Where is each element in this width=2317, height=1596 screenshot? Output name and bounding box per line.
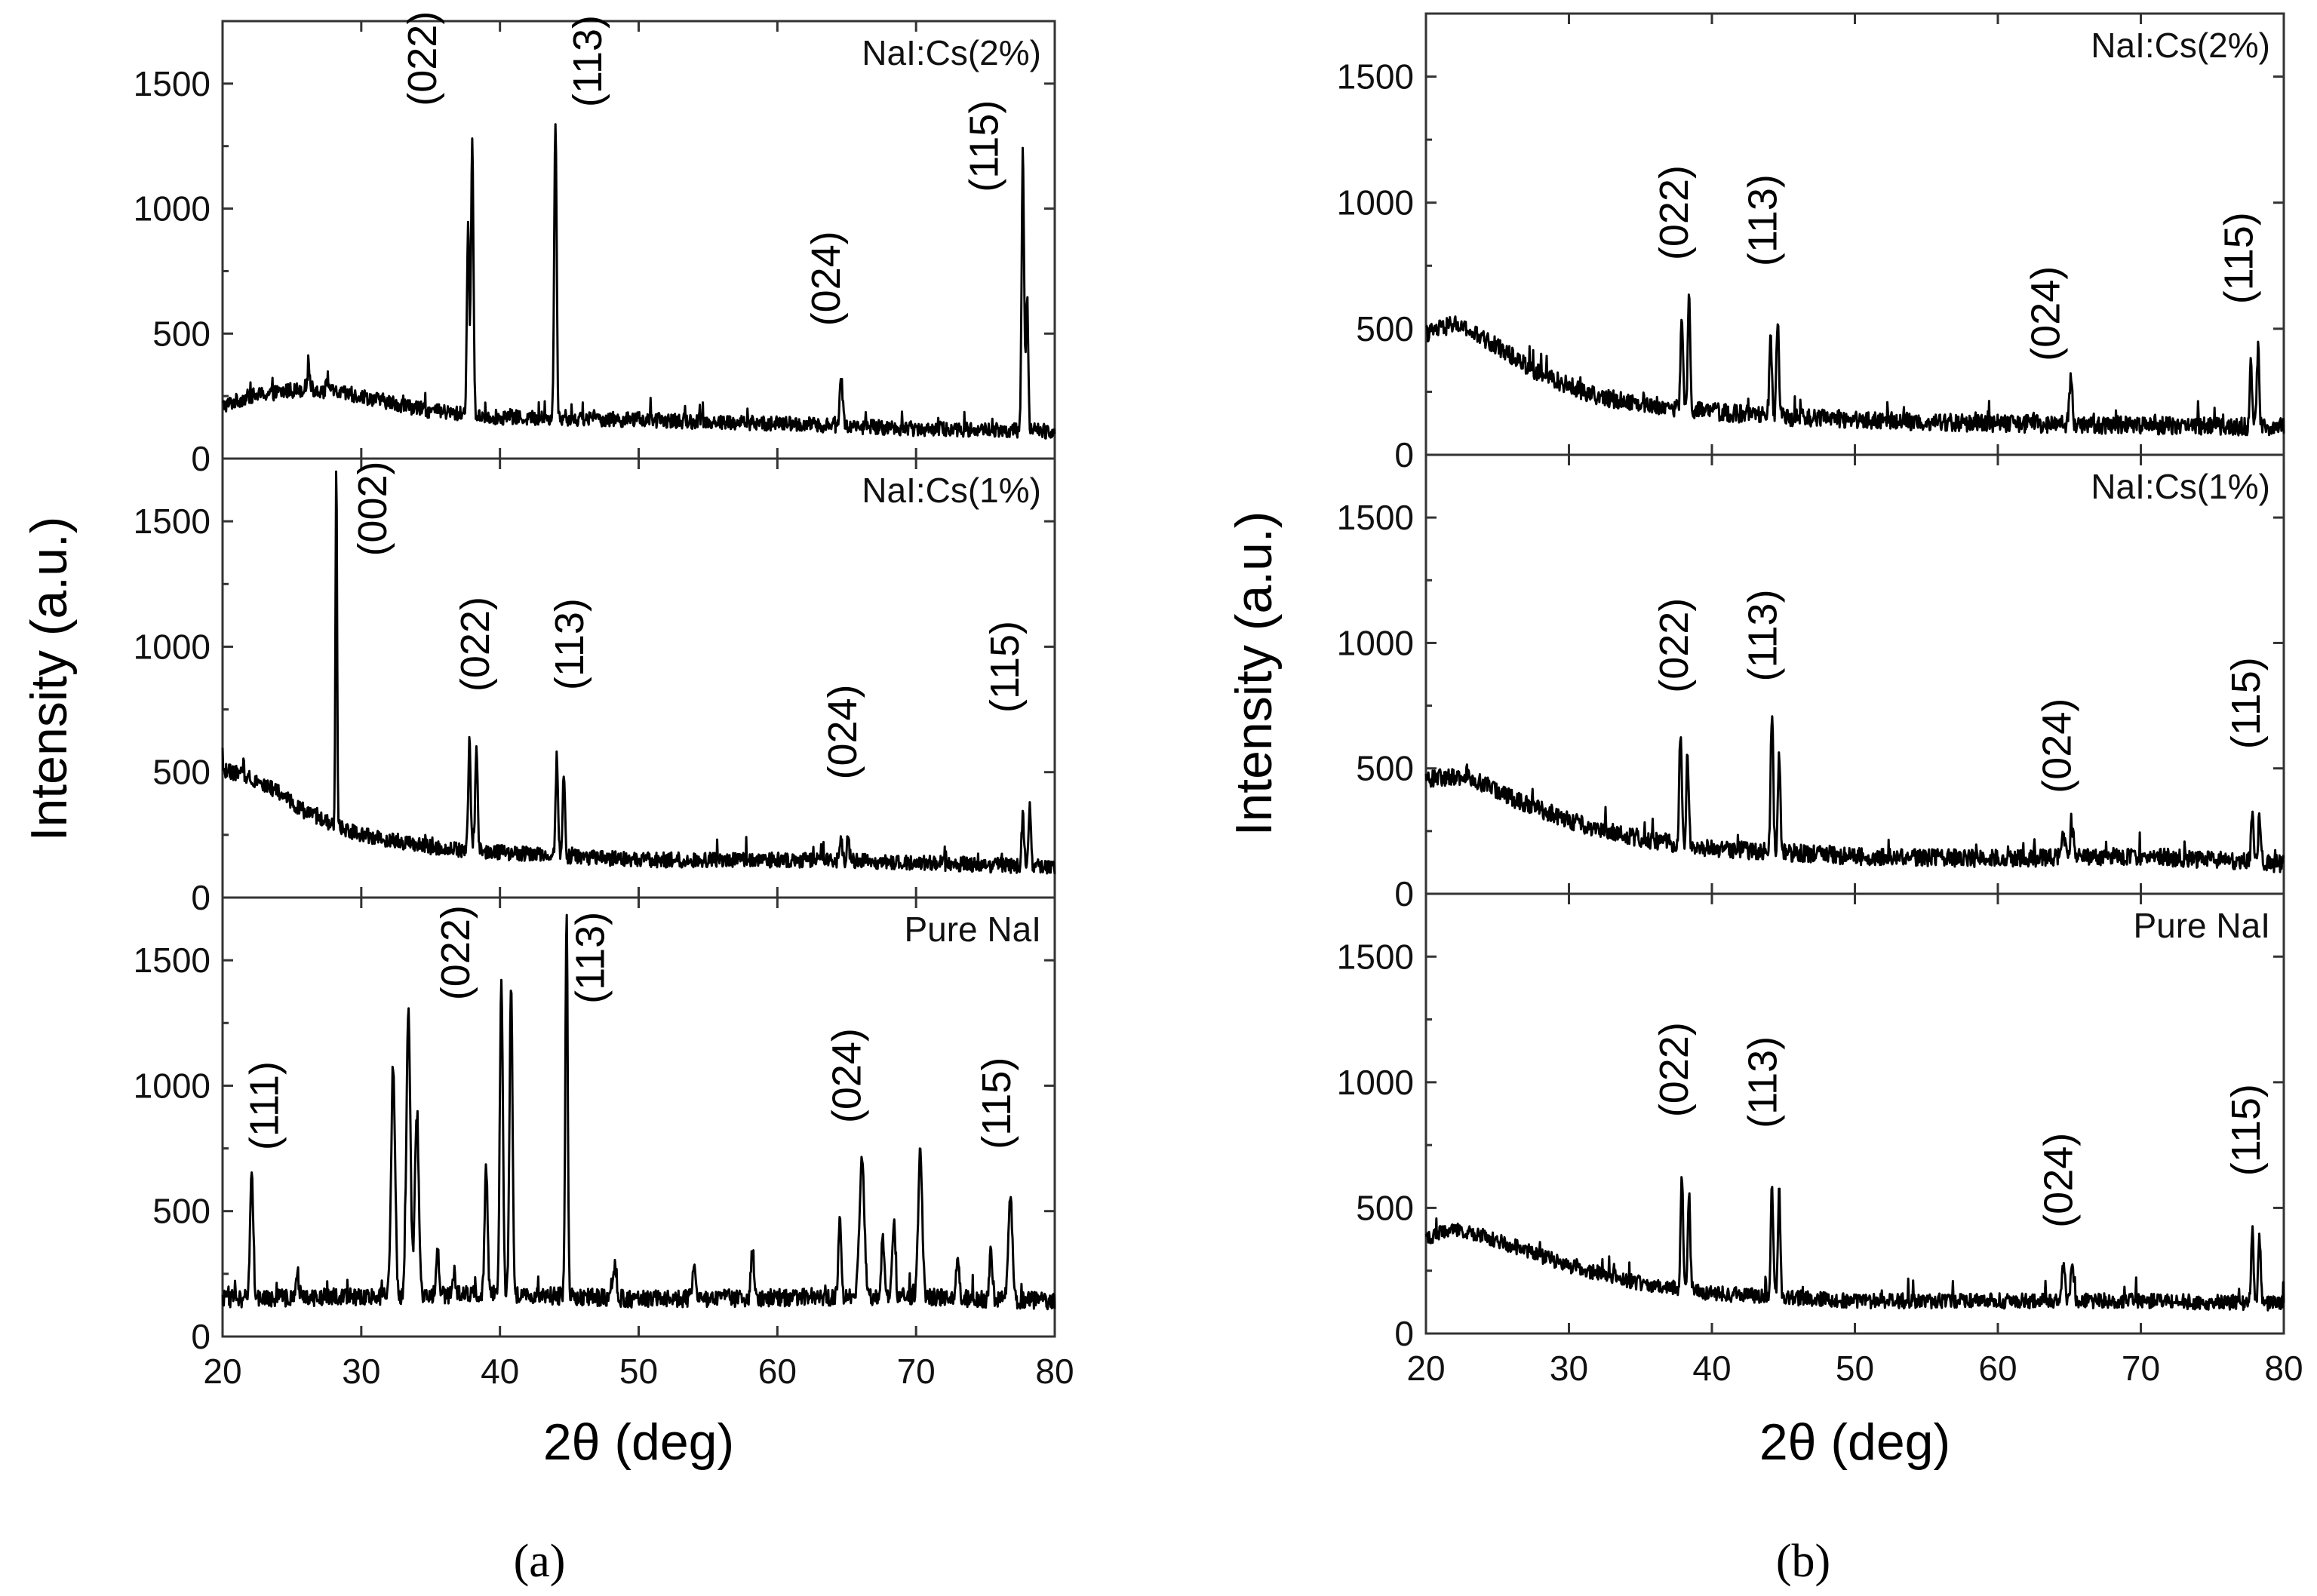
peak-label: (024)	[2023, 266, 2068, 361]
peak-label: (113)	[547, 598, 592, 690]
peak-label: (115)	[2223, 1084, 2269, 1176]
panel-1: 0 500 1000 1500 NaI:Cs(2%) (022) (113) (024) (11…	[134, 11, 1056, 478]
xrd-trace-NaI:Cs(2%)	[221, 123, 1056, 440]
xrd-trace-Pure NaI	[1424, 1176, 2285, 1312]
y-tick-label: 0	[191, 878, 210, 917]
peak-label: (115)	[974, 1057, 1019, 1149]
peak-label: (113)	[565, 15, 610, 107]
x-tick-label: 60	[758, 1352, 797, 1391]
y-axis-title: Intensity (a.u.)	[1225, 511, 1283, 836]
y-tick-label: 500	[152, 1192, 210, 1231]
peak-label: (002)	[350, 461, 395, 556]
y-tick-label: 500	[1356, 1188, 1414, 1227]
peak-label: (113)	[1740, 174, 1785, 266]
plot-frame	[221, 896, 1056, 1338]
y-axis-title: Intensity (a.u.)	[20, 517, 78, 842]
y-tick-label: 1000	[134, 189, 210, 229]
peak-label: (115)	[2223, 657, 2269, 749]
sample-label: Pure NaI	[904, 910, 1041, 949]
x-tick-label: 50	[619, 1352, 658, 1391]
y-tick-label: 0	[191, 1317, 210, 1356]
peak-label: (115)	[962, 100, 1007, 192]
peak-label: (024)	[825, 1028, 870, 1123]
plot-frame	[1424, 453, 2285, 895]
y-tick-label: 500	[152, 753, 210, 792]
y-tick-label: 1000	[134, 627, 210, 666]
x-tick-label: 20	[1406, 1349, 1445, 1388]
x-tick-label: 80	[2264, 1349, 2303, 1388]
peak-label: (024)	[2036, 1133, 2082, 1228]
x-tick-label: 70	[2122, 1349, 2160, 1388]
peak-label: (022)	[453, 597, 498, 692]
y-tick-label: 1000	[134, 1066, 210, 1105]
peak-label: (022)	[400, 11, 445, 106]
panel-2: 0 500 1000 1500 NaI:Cs(1%) (002) (022) (113) (02…	[134, 457, 1056, 917]
peak-label: (022)	[1652, 165, 1697, 260]
x-tick-label: 40	[481, 1352, 519, 1391]
peak-label: (113)	[568, 912, 613, 1004]
peak-label: (024)	[804, 231, 849, 326]
y-tick-label: 500	[1356, 309, 1414, 348]
panel-3: 0 500 1000 1500 Pure NaI (111) (022) (113) (024)…	[134, 896, 1074, 1391]
x-tick-label: 60	[1978, 1349, 2017, 1388]
peak-label: (022)	[1652, 598, 1697, 693]
sample-label: NaI:Cs(2%)	[862, 33, 1041, 72]
plot-frame	[221, 457, 1056, 899]
y-tick-label: 1500	[1337, 937, 1414, 976]
y-tick-label: 1000	[1337, 183, 1414, 223]
peak-label: (111)	[242, 1061, 287, 1150]
y-tick-label: 500	[1356, 749, 1414, 788]
xrd-trace-NaI:Cs(1%)	[1424, 715, 2285, 873]
panel-3: 0 500 1000 1500 Pure NaI (022) (113) (024) (115)…	[1337, 892, 2303, 1388]
panel-1: 0 500 1000 1500 NaI:Cs(2%) (022) (113) (024) (11…	[1337, 12, 2285, 474]
y-tick-label: 1500	[134, 941, 210, 980]
y-tick-label: 0	[191, 439, 210, 478]
xrd-trace-NaI:Cs(1%)	[221, 470, 1056, 875]
xrd-trace-Pure NaI	[221, 913, 1056, 1311]
x-axis-title: 2θ (deg)	[543, 1413, 734, 1471]
x-tick-label: 70	[897, 1352, 936, 1391]
peak-label: (115)	[982, 621, 1028, 713]
y-tick-label: 1500	[1337, 498, 1414, 537]
xrd-trace-NaI:Cs(2%)	[1425, 293, 2285, 437]
panel-2: 0 500 1000 1500 NaI:Cs(1%) (022) (113) (024) (11…	[1337, 453, 2285, 913]
y-tick-label: 1500	[134, 502, 210, 541]
sample-label: NaI:Cs(2%)	[2091, 26, 2270, 65]
sample-label: NaI:Cs(1%)	[2091, 467, 2270, 506]
y-tick-label: 500	[152, 314, 210, 353]
y-tick-label: 0	[1394, 874, 1414, 913]
y-tick-label: 0	[1394, 1314, 1414, 1353]
y-tick-label: 1000	[1337, 623, 1414, 662]
x-tick-label: 20	[203, 1352, 241, 1391]
y-tick-label: 1500	[134, 64, 210, 103]
peak-label: (113)	[1740, 589, 1785, 681]
x-tick-label: 50	[1836, 1349, 1874, 1388]
x-axis-title: 2θ (deg)	[1759, 1413, 1950, 1471]
figure-caption: (b)	[1776, 1536, 1830, 1587]
x-tick-label: 30	[342, 1352, 380, 1391]
peak-label: (024)	[820, 684, 865, 779]
y-tick-label: 1500	[1337, 57, 1414, 97]
sample-label: NaI:Cs(1%)	[862, 471, 1041, 510]
peak-label: (022)	[1652, 1022, 1697, 1117]
sample-label: Pure NaI	[2133, 906, 2270, 945]
peak-label: (113)	[1740, 1036, 1785, 1128]
y-tick-label: 1000	[1337, 1063, 1414, 1102]
y-tick-label: 0	[1394, 435, 1414, 474]
figure-caption: (a)	[514, 1536, 566, 1587]
peak-label: (024)	[2035, 698, 2080, 793]
peak-label: (115)	[2216, 212, 2261, 304]
x-tick-label: 30	[1550, 1349, 1588, 1388]
x-tick-label: 80	[1035, 1352, 1074, 1391]
peak-label: (022)	[433, 905, 478, 1000]
x-tick-label: 40	[1692, 1349, 1731, 1388]
